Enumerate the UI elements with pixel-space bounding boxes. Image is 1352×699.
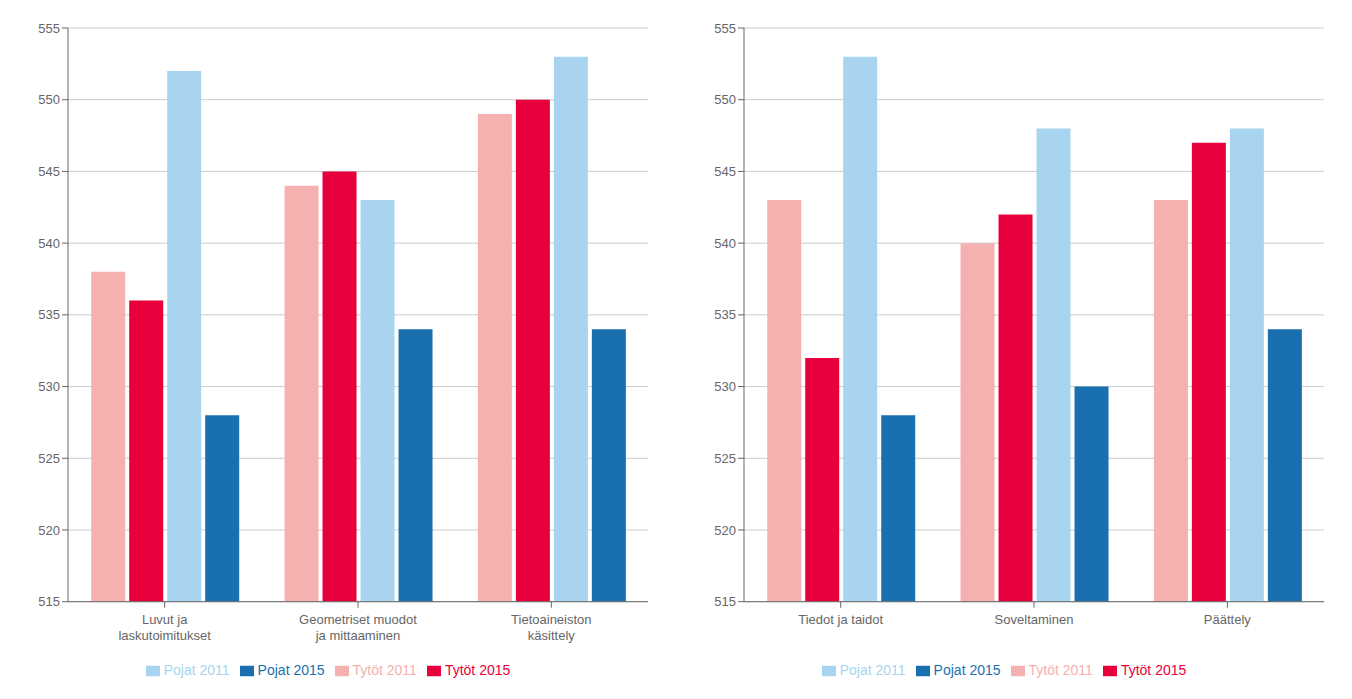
html-text:Pojat 2015: Pojat 2015 — [257, 661, 325, 678]
html-text:Pojat 2011: Pojat 2011 — [163, 661, 230, 678]
svg-text:Soveltaminen: Soveltaminen — [995, 612, 1074, 627]
svg-text:555: 555 — [714, 21, 736, 36]
svg-text:Luvut jalaskutoimitukset: Luvut jalaskutoimitukset — [118, 612, 211, 643]
svg-text:530: 530 — [38, 379, 60, 394]
svg-text:Geometriset muodotja mittaamin: Geometriset muodotja mittaaminen — [299, 612, 417, 643]
html-text:Tytöt 2015: Tytöt 2015 — [1120, 661, 1187, 678]
svg-text:540: 540 — [714, 236, 736, 251]
svg-text:Päättely: Päättely — [1204, 612, 1251, 627]
svg-text:515: 515 — [38, 594, 60, 609]
svg-text:545: 545 — [714, 164, 736, 179]
svg-text:555: 555 — [38, 21, 60, 36]
svg-text:525: 525 — [38, 451, 60, 466]
svg-text:545: 545 — [38, 164, 60, 179]
svg-text:530: 530 — [714, 379, 736, 394]
svg-text:515: 515 — [714, 594, 736, 609]
html-text:Tytöt 2015: Tytöt 2015 — [444, 661, 511, 678]
svg-text:525: 525 — [714, 451, 736, 466]
svg-text:535: 535 — [38, 307, 60, 322]
svg-text:Tiedot ja taidot: Tiedot ja taidot — [798, 612, 883, 627]
svg-text:520: 520 — [38, 523, 60, 538]
html-text:Pojat 2015: Pojat 2015 — [933, 661, 1001, 678]
html-text:Tytöt 2011: Tytöt 2011 — [1028, 661, 1093, 678]
svg-text:550: 550 — [38, 92, 60, 107]
svg-text:520: 520 — [714, 523, 736, 538]
svg-text:535: 535 — [714, 307, 736, 322]
html-text:Tytöt 2011: Tytöt 2011 — [352, 661, 417, 678]
svg-text:540: 540 — [38, 236, 60, 251]
html-text:Pojat 2011: Pojat 2011 — [839, 661, 906, 678]
svg-text:Tietoaineistonkäsittely: Tietoaineistonkäsittely — [511, 612, 591, 643]
svg-text:550: 550 — [714, 92, 736, 107]
